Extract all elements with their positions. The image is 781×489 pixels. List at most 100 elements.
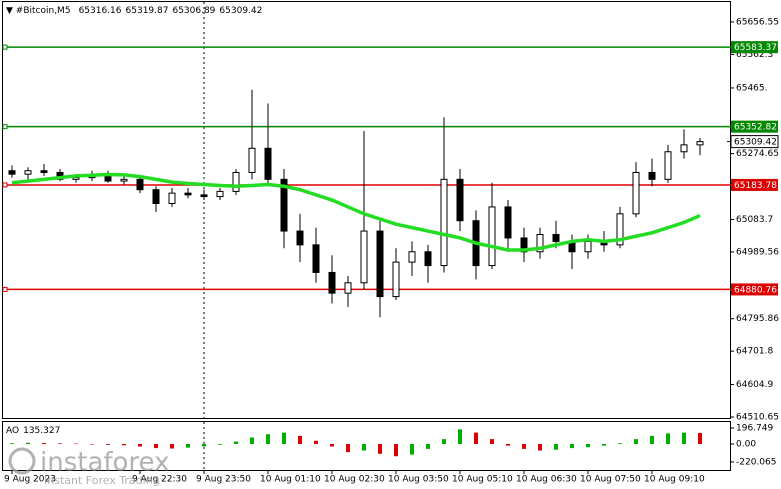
- candle-body: [360, 230, 368, 284]
- ao-bar: [490, 439, 494, 445]
- candle-body: [680, 144, 688, 153]
- candle-body: [200, 194, 208, 198]
- ao-bar: [314, 440, 318, 445]
- level-label: 65183.78: [734, 181, 777, 191]
- candle-body: [408, 251, 416, 263]
- current-price-label: 65309.42: [734, 138, 777, 148]
- ao-bar: [10, 443, 14, 445]
- chart-title: #Bitcoin,M5: [16, 6, 71, 16]
- level-label-bg: [731, 120, 778, 133]
- candle-body: [152, 189, 160, 204]
- candle-body: [376, 230, 384, 298]
- ao-bar: [186, 444, 190, 448]
- ao-bar: [170, 444, 174, 449]
- indicator-value: 135.327: [23, 426, 60, 436]
- y-tick-label: 0.00: [736, 440, 756, 450]
- ao-bar: [458, 429, 462, 445]
- y-tick-label: 65083.7: [736, 215, 773, 225]
- menu-arrow: ▼: [6, 6, 16, 16]
- y-tick-label: 196.749: [736, 423, 773, 433]
- x-tick-label: 10 Aug 07:50: [580, 475, 641, 485]
- ao-bar: [570, 444, 574, 449]
- y-tick-label: -220.065: [736, 457, 776, 467]
- candle-body: [504, 206, 512, 239]
- header-high: 65319.87: [126, 6, 169, 16]
- y-tick-label: 65274.65: [736, 149, 779, 159]
- ao-bar: [394, 444, 398, 457]
- ao-bar: [234, 441, 238, 445]
- ao-bar: [282, 432, 286, 445]
- ao-bar: [202, 444, 206, 447]
- ao-bar: [138, 444, 142, 447]
- x-tick-label: 10 Aug 09:10: [644, 475, 705, 485]
- ao-bar: [442, 439, 446, 445]
- candle-body: [232, 171, 240, 192]
- ao-bar: [602, 444, 606, 446]
- ao-bar: [618, 443, 622, 445]
- candle-body: [584, 240, 592, 253]
- ao-bar: [362, 444, 366, 451]
- ao-bar: [538, 444, 542, 451]
- ao-bar: [474, 432, 478, 445]
- x-tick-label: 10 Aug 03:50: [388, 475, 449, 485]
- candle-body: [424, 251, 432, 267]
- candle-body: [280, 178, 288, 232]
- candle-body: [616, 213, 624, 246]
- ao-bar: [506, 444, 510, 446]
- ao-bar: [122, 444, 126, 446]
- watermark-brand: instaforex: [40, 448, 169, 478]
- level-label: 65583.37: [734, 43, 777, 53]
- candle-body: [632, 171, 640, 215]
- candle-body: [24, 170, 32, 175]
- candle-body: [312, 244, 320, 273]
- ao-bar: [378, 444, 382, 454]
- header-close: 65309.42: [219, 6, 262, 16]
- ao-bar: [346, 444, 350, 453]
- ao-bar: [682, 432, 686, 445]
- candle-body: [648, 171, 656, 180]
- candle-body: [104, 175, 112, 182]
- ao-bar: [522, 444, 526, 449]
- y-tick-label: 65656.55: [736, 17, 779, 27]
- candle-body: [120, 178, 128, 182]
- candle-body: [136, 178, 144, 191]
- ao-bar: [298, 435, 302, 445]
- candle-body: [296, 230, 304, 246]
- candle-body: [440, 178, 448, 267]
- ao-bar: [586, 444, 590, 448]
- watermark-logo: [8, 447, 36, 475]
- ao-bar: [330, 444, 334, 447]
- indicator-frame: [2, 421, 731, 471]
- main-frame: [2, 1, 731, 419]
- candle-body: [664, 151, 672, 180]
- x-tick-label: 9 Aug 22:30: [132, 475, 187, 485]
- ao-bar: [554, 444, 558, 450]
- candle-body: [216, 190, 224, 198]
- ao-bar: [634, 439, 638, 445]
- level-marker: [2, 182, 8, 188]
- ao-bar: [42, 443, 46, 445]
- ao-bar: [250, 437, 254, 445]
- candle-body: [328, 271, 336, 294]
- ao-bar: [410, 444, 414, 455]
- x-tick-label: 9 Aug 23:50: [196, 475, 251, 485]
- ao-bar: [26, 442, 30, 445]
- level-label-bg: [731, 178, 778, 191]
- ao-bar: [106, 444, 110, 445]
- x-tick-label: 10 Aug 02:30: [324, 475, 385, 485]
- level-label: 64880.76: [734, 285, 777, 295]
- level-label-bg: [731, 41, 778, 54]
- ao-bar: [666, 433, 670, 445]
- candle-body: [264, 147, 272, 180]
- indicator-title: AO: [6, 426, 19, 436]
- y-tick-label: 64989.56: [736, 247, 779, 257]
- candle-body: [344, 282, 352, 294]
- candle-body: [40, 170, 48, 173]
- watermark-tagline: Instant Forex Trading: [44, 474, 160, 487]
- y-tick-label: 64795.86: [736, 314, 779, 324]
- y-tick-label: 64701.8: [736, 347, 773, 357]
- ao-bar: [90, 444, 94, 445]
- level-marker: [2, 286, 8, 292]
